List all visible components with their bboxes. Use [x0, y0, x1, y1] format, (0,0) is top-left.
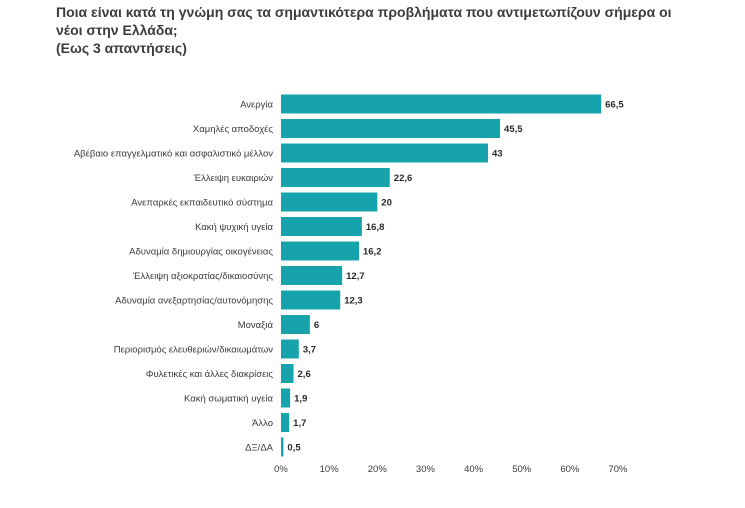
- x-tick-label: 60%: [560, 464, 580, 475]
- x-tick-label: 50%: [512, 464, 532, 475]
- data-label: 12,3: [344, 296, 363, 307]
- data-label: 2,6: [298, 369, 311, 380]
- bar: [281, 315, 310, 334]
- bar: [281, 437, 284, 457]
- bar: [281, 266, 343, 285]
- bar: [281, 192, 378, 212]
- data-label: 1,7: [293, 418, 306, 429]
- bar: [281, 94, 602, 114]
- bar: [281, 364, 294, 383]
- bar: [281, 119, 501, 138]
- category-label: Έλλειψη ευκαιριών: [193, 173, 274, 184]
- category-label: Ανεπαρκές εκπαιδευτικό σύστημα: [131, 198, 273, 209]
- bar: [281, 339, 299, 359]
- data-label: 3,7: [303, 345, 316, 356]
- category-label: Ανεργία: [240, 100, 273, 111]
- x-tick-label: 0%: [274, 464, 288, 475]
- category-label: Αδυναμία ανεξαρτησίας/αυτονόμησης: [115, 296, 273, 307]
- category-label: Φυλετικές και άλλες διακρίσεις: [146, 369, 274, 380]
- category-label: Χαμηλές αποδοχές: [193, 124, 274, 135]
- data-label: 43: [492, 149, 503, 160]
- x-tick-label: 70%: [608, 464, 628, 475]
- category-label: Άλλο: [252, 418, 273, 429]
- category-label: Κακή σωματική υγεία: [184, 394, 273, 405]
- x-tick-label: 30%: [416, 464, 436, 475]
- data-label: 16,8: [366, 222, 385, 233]
- data-label: 16,2: [363, 247, 382, 258]
- data-label: 20: [381, 198, 392, 209]
- data-label: 45,5: [504, 124, 523, 135]
- bar: [281, 290, 341, 310]
- data-label: 0,5: [287, 443, 301, 454]
- data-label: 22,6: [394, 173, 413, 184]
- category-label: Περιορισμός ελευθεριών/δικαιωμάτων: [114, 345, 274, 356]
- chart-title: Ποια είναι κατά τη γνώμη σας τα σημαντικ…: [56, 4, 672, 38]
- category-label: Αδυναμία δημιουργίας οικογένειας: [129, 247, 273, 258]
- category-label: Κακή ψυχική υγεία: [195, 222, 273, 233]
- data-label: 6: [314, 320, 319, 331]
- bar: [281, 241, 359, 261]
- bar: [281, 143, 489, 163]
- x-tick-label: 20%: [368, 464, 388, 475]
- data-label: 12,7: [346, 271, 365, 282]
- chart-subtitle: (Εως 3 απαντήσεις): [56, 40, 187, 56]
- data-label: 1,9: [294, 394, 307, 405]
- category-label: Έλλειψη αξιοκρατίας/δικαιοσύνης: [132, 271, 273, 282]
- category-label: Μοναξιά: [238, 320, 274, 331]
- bar: [281, 388, 291, 408]
- bar: [281, 168, 390, 187]
- bar: [281, 217, 362, 236]
- bar: [281, 413, 290, 432]
- data-label: 66,5: [605, 100, 624, 111]
- x-tick-label: 40%: [464, 464, 484, 475]
- category-label: ΔΞ/ΔΑ: [245, 443, 274, 454]
- category-label: Αβέβαιο επαγγελματικό και ασφαλιστικό μέ…: [74, 149, 273, 160]
- x-tick-label: 10%: [320, 464, 340, 475]
